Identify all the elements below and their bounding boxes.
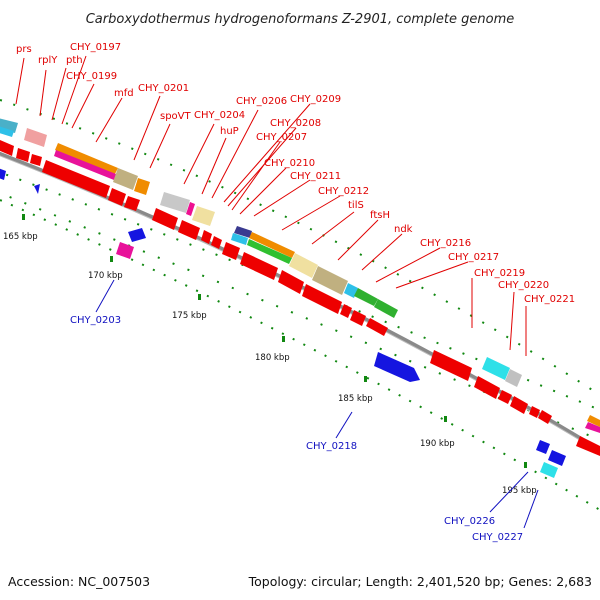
gene-label-CHY_0220[interactable]: CHY_0220 [498, 280, 549, 291]
scale-label: 195 kbp [502, 486, 537, 496]
map-title: Carboxydothermus hydrogenoformans Z-2901… [86, 12, 515, 27]
gene-label-pth[interactable]: pth [66, 55, 83, 66]
scale-label: 170 kbp [88, 271, 123, 281]
scale-label: 190 kbp [420, 439, 455, 449]
gene-label-CHY_0212[interactable]: CHY_0212 [318, 186, 369, 197]
gene-label-CHY_0203[interactable]: CHY_0203 [70, 315, 121, 326]
scale-tracks [0, 99, 600, 511]
scale-label: 165 kbp [3, 232, 38, 242]
gene-label-CHY_0227[interactable]: CHY_0227 [472, 532, 523, 543]
gene-label-CHY_0217[interactable]: CHY_0217 [448, 252, 499, 263]
gene-label-CHY_0197[interactable]: CHY_0197 [70, 42, 121, 53]
scale-label: 185 kbp [338, 394, 373, 404]
gene-label-CHY_0226[interactable]: CHY_0226 [444, 516, 495, 527]
scale-label: 175 kbp [172, 311, 207, 321]
gene-label-CHY_0207[interactable]: CHY_0207 [256, 132, 307, 143]
gene-label-CHY_0221[interactable]: CHY_0221 [524, 294, 575, 305]
gene-label-CHY_0204[interactable]: CHY_0204 [194, 110, 245, 121]
forward-leader-lines [15, 55, 527, 356]
gene-label-rplY[interactable]: rplY [38, 55, 58, 66]
topology-text: Topology: circular; Length: 2,401,520 bp… [248, 574, 592, 589]
scale-label: 180 kbp [255, 353, 290, 363]
scale-ticks [22, 214, 527, 468]
reverse-gene-labels: CHY_0203 CHY_0218 CHY_0226 CHY_0227 [70, 315, 523, 543]
gene-label-CHY_0209[interactable]: CHY_0209 [290, 94, 341, 105]
gene-label-huP[interactable]: huP [220, 126, 239, 137]
gene-label-CHY_0206[interactable]: CHY_0206 [236, 96, 287, 107]
gene-label-CHY_0216[interactable]: CHY_0216 [420, 238, 471, 249]
reverse-gene-arrows [0, 168, 566, 478]
forward-gene-blocks [0, 118, 600, 433]
reverse-leader-lines [95, 279, 539, 529]
gene-label-mfd[interactable]: mfd [114, 88, 134, 99]
gene-label-CHY_0210[interactable]: CHY_0210 [264, 158, 315, 169]
forward-gene-arrows [0, 140, 600, 456]
gene-label-ndk[interactable]: ndk [394, 224, 413, 235]
gene-label-spoVT[interactable]: spoVT [160, 111, 192, 122]
gene-label-CHY_0201[interactable]: CHY_0201 [138, 83, 189, 94]
gene-label-tilS[interactable]: tilS [348, 200, 364, 211]
gene-label-CHY_0211[interactable]: CHY_0211 [290, 171, 341, 182]
gene-label-CHY_0208[interactable]: CHY_0208 [270, 118, 321, 129]
gene-label-CHY_0218[interactable]: CHY_0218 [306, 441, 357, 452]
gene-label-CHY_0219[interactable]: CHY_0219 [474, 268, 525, 279]
scale-labels: 165 kbp 170 kbp 175 kbp 180 kbp 185 kbp … [3, 232, 537, 496]
gene-label-CHY_0199[interactable]: CHY_0199 [66, 71, 117, 82]
accession-text: Accession: NC_007503 [8, 574, 150, 589]
gene-label-prs[interactable]: prs [16, 44, 32, 55]
gene-label-ftsH[interactable]: ftsH [370, 210, 390, 221]
forward-gene-labels: prs rplY pth CHY_0197 CHY_0199 mfd CHY_0… [16, 42, 575, 305]
genome-backbone [0, 151, 600, 452]
